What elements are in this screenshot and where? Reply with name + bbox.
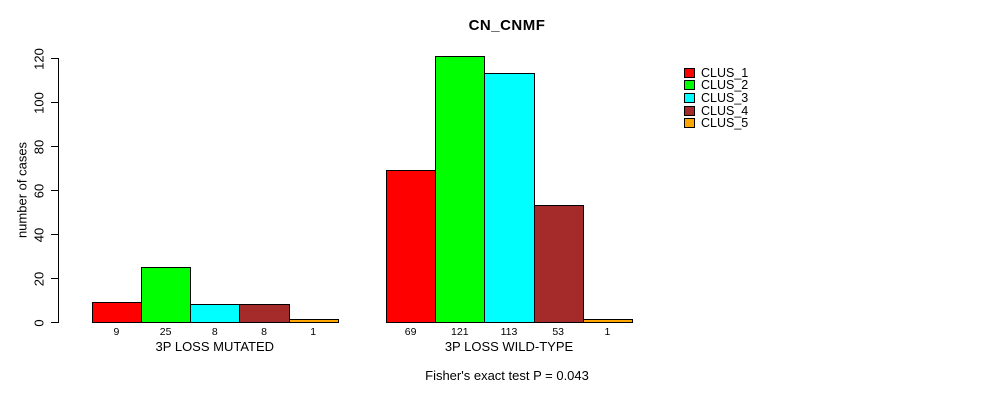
bar-clus-1-wild-type xyxy=(386,170,437,323)
y-axis-line xyxy=(58,58,59,323)
bar-clus-3-mutated xyxy=(190,304,241,323)
y-axis-tick-label: 40 xyxy=(31,227,47,242)
y-axis-tick xyxy=(51,234,58,235)
bar-value-clus-2-wild-type: 121 xyxy=(451,326,469,338)
bar-value-clus-5-wild-type: 1 xyxy=(604,326,611,338)
bar-value-clus-4-mutated: 8 xyxy=(261,326,267,338)
category-label-wild-type: 3P LOSS WILD-TYPE xyxy=(444,339,574,354)
y-axis-title: number of cases xyxy=(14,141,30,239)
y-axis-tick xyxy=(51,58,58,59)
y-axis-tick-label: 80 xyxy=(31,139,47,154)
bar-value-clus-3-wild-type: 113 xyxy=(500,326,518,338)
y-axis-tick xyxy=(51,322,58,323)
bar-value-clus-5-mutated: 1 xyxy=(310,326,317,338)
bar-clus-5-wild-type xyxy=(582,319,633,323)
y-axis-tick xyxy=(51,146,58,147)
legend-label-clus-4: CLUS_4 xyxy=(701,103,749,118)
y-axis-tick xyxy=(51,102,58,103)
bar-clus-2-wild-type xyxy=(435,55,486,323)
legend-swatch-clus-3 xyxy=(684,92,695,103)
y-axis-tick-label: 20 xyxy=(31,271,47,286)
bar-value-clus-1-mutated: 9 xyxy=(113,326,120,338)
legend-swatch-clus-2 xyxy=(684,80,695,91)
legend-swatch-clus-1 xyxy=(684,67,695,78)
bar-value-clus-2-mutated: 25 xyxy=(159,326,172,338)
bar-clus-1-mutated xyxy=(91,302,142,323)
legend-label-clus-2: CLUS_2 xyxy=(701,78,749,93)
fisher-test-annotation: Fisher's exact test P = 0.043 xyxy=(425,368,589,383)
category-label-mutated: 3P LOSS MUTATED xyxy=(155,339,275,354)
y-axis-tick-label: 120 xyxy=(31,47,47,70)
y-axis-tick-label: 0 xyxy=(31,318,47,327)
bar-clus-3-wild-type xyxy=(484,73,535,323)
bar-value-clus-1-wild-type: 69 xyxy=(404,326,417,338)
chart-title: CN_CNMF xyxy=(468,17,546,34)
y-axis-tick xyxy=(51,190,58,191)
legend-swatch-clus-4 xyxy=(684,105,695,116)
legend-label-clus-1: CLUS_1 xyxy=(701,65,749,80)
legend-label-clus-5: CLUS_5 xyxy=(701,116,749,131)
bar-clus-5-mutated xyxy=(288,319,339,323)
bar-value-clus-3-mutated: 8 xyxy=(211,326,218,338)
bar-clus-4-wild-type xyxy=(533,205,584,323)
y-axis-tick-label: 100 xyxy=(31,91,47,114)
bar-clus-4-mutated xyxy=(239,304,290,323)
bar-value-clus-4-wild-type: 53 xyxy=(552,326,565,338)
legend-swatch-clus-5 xyxy=(684,118,695,129)
y-axis-tick xyxy=(51,278,58,279)
bar-clus-2-mutated xyxy=(141,267,192,323)
y-axis-tick-label: 60 xyxy=(31,183,47,198)
legend-label-clus-3: CLUS_3 xyxy=(701,90,749,105)
